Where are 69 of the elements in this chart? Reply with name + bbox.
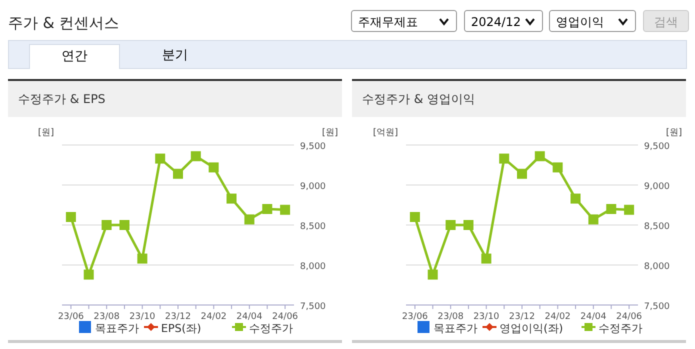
point [606, 204, 616, 214]
text: 주가 & 컨센서스 [8, 14, 120, 33]
point [244, 214, 254, 224]
point [570, 194, 581, 204]
legend-label: 목표주가 [95, 322, 139, 335]
point [410, 212, 420, 222]
x-tick-label: 24/02 [544, 312, 571, 322]
legend-label: 목표주가 [434, 322, 478, 335]
x-tick-label: 23/06 [402, 312, 428, 322]
x-tick-label: 24/02 [200, 312, 227, 322]
y-axis-title: [원] [38, 128, 54, 138]
point [137, 254, 148, 264]
point [155, 154, 166, 164]
x-tick-label: 23/12 [509, 312, 535, 322]
legend-label: 영업이익(좌) [500, 322, 564, 335]
y2-tick-label: 8,000 [644, 262, 670, 272]
point [102, 220, 112, 230]
x-tick-label: 23/10 [129, 312, 156, 322]
point [262, 204, 272, 214]
y2-tick-label: 7,500 [644, 302, 670, 312]
y2-tick-label: 9,500 [300, 142, 326, 152]
point [588, 214, 598, 224]
point [173, 168, 183, 179]
x-tick-label: 24/04 [236, 312, 263, 322]
text: 검색 [643, 10, 689, 32]
y2-tick-label: 8,000 [300, 262, 326, 272]
point [499, 154, 510, 164]
y2-tick-label: 9,000 [644, 182, 670, 192]
chart-title: 수정주가 & 영업이익 [352, 81, 686, 117]
point [208, 162, 219, 172]
x-tick-label: 23/10 [473, 312, 500, 322]
point [534, 151, 545, 162]
y2-axis-title: [원] [666, 128, 682, 138]
x-tick-label: 23/12 [165, 312, 191, 322]
point [552, 162, 563, 172]
x-tick-label: 24/06 [272, 312, 298, 322]
text: 영업이익 [549, 10, 636, 32]
text: 2024/12 [464, 10, 543, 32]
x-tick-label: 24/04 [580, 312, 607, 322]
point [84, 270, 94, 280]
y2-tick-label: 8,500 [644, 222, 670, 232]
point [119, 220, 130, 230]
y2-tick-label: 9,500 [644, 142, 670, 152]
point [517, 168, 527, 179]
y-axis-title: [억원] [372, 128, 398, 138]
text: 분기 [161, 47, 189, 65]
chart-title: 수정주가 & EPS [8, 81, 342, 117]
x-tick-label: 24/06 [616, 312, 642, 322]
y2-tick-label: 8,500 [300, 222, 326, 232]
point [446, 220, 456, 230]
point [463, 220, 474, 230]
y2-tick-label: 9,000 [300, 182, 326, 192]
point [66, 212, 76, 222]
text: 주재무제표 [351, 10, 457, 32]
y2-axis-title: [원] [322, 128, 338, 138]
x-tick-label: 23/08 [94, 312, 120, 322]
legend-label: 수정주가 [249, 322, 293, 335]
point [428, 270, 438, 280]
x-tick-label: 23/06 [58, 312, 84, 322]
text: 연간 [29, 44, 120, 69]
y2-tick-label: 7,500 [300, 302, 326, 312]
point [624, 204, 634, 215]
legend-label: 수정주가 [598, 322, 642, 335]
point [280, 204, 290, 215]
point [190, 151, 201, 162]
point [481, 254, 492, 264]
legend-label: EPS(좌) [161, 322, 202, 335]
point [226, 194, 237, 204]
x-tick-label: 23/08 [438, 312, 464, 322]
